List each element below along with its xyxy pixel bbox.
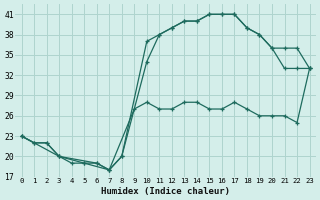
X-axis label: Humidex (Indice chaleur): Humidex (Indice chaleur) (101, 187, 230, 196)
